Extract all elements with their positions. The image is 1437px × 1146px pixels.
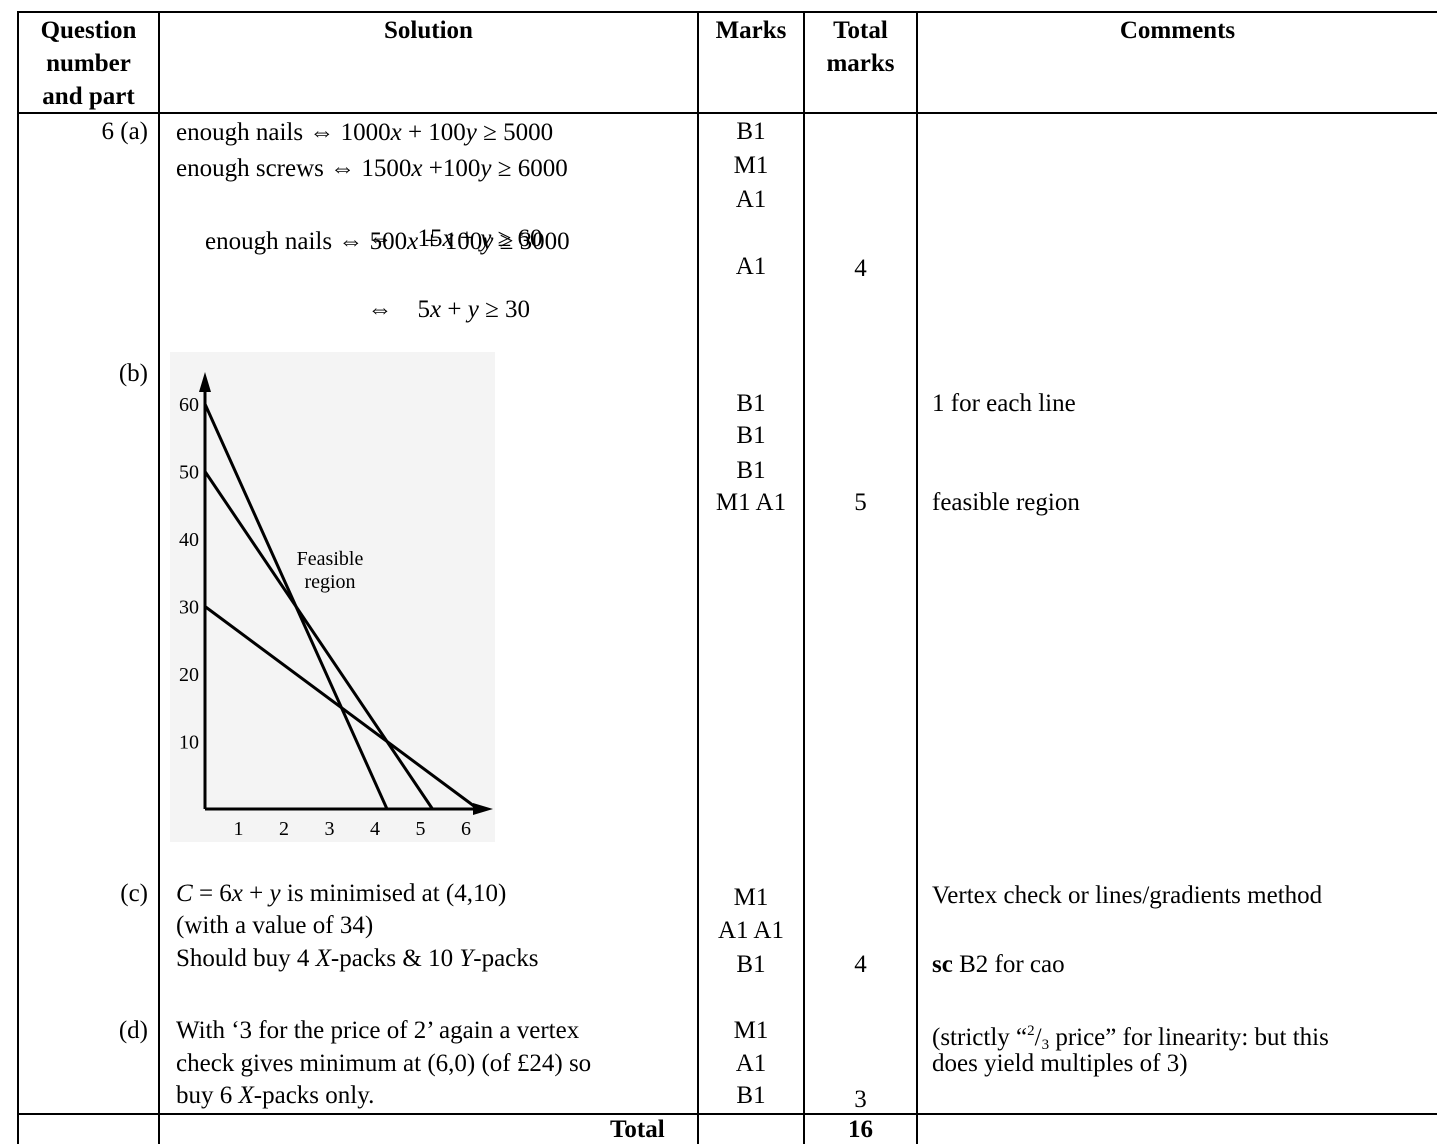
part-6b-label: (b)	[118, 360, 148, 387]
marks-6c-1: M1	[733, 884, 769, 911]
x-tick-label-5: 5	[416, 818, 426, 840]
x-tick-label-3: 3	[325, 818, 335, 840]
header-solution: Solution	[384, 17, 473, 44]
header-total-line2: marks	[826, 50, 895, 77]
solution-6d-line1: With ‘3 for the price of 2’ again a vert…	[176, 1017, 580, 1044]
marks-6d-3: B1	[736, 1082, 766, 1109]
solution-6a-line4: enough nails ⇔ 500x + 100y ≥ 3000	[205, 228, 570, 255]
header-question-line1: Question	[40, 17, 137, 44]
marks-6b-2: B1	[736, 422, 766, 449]
y-tick-label-30: 30	[179, 597, 199, 619]
marks-6b-4: M1 A1	[715, 489, 787, 516]
comment-6b-2: feasible region	[932, 489, 1080, 516]
part-6d-label: (d)	[118, 1017, 148, 1044]
total-6d: 3	[854, 1086, 867, 1113]
marks-6d-1: M1	[733, 1017, 769, 1044]
marks-6d-2: A1	[735, 1050, 767, 1077]
comment-6d-2: does yield multiples of 3)	[932, 1050, 1188, 1077]
table-top-border	[17, 11, 1437, 13]
constraint-line-3	[204, 605, 479, 811]
total-label: Total	[610, 1116, 665, 1143]
header-total-marks: Total marks	[805, 14, 916, 80]
marks-6a-2: M1	[733, 152, 769, 179]
header-marks: Marks	[715, 17, 787, 44]
y-tick-label-40: 40	[179, 529, 199, 551]
x-tick-label-6: 6	[461, 818, 471, 840]
total-6a: 4	[854, 255, 867, 282]
marks-6c-3: B1	[736, 951, 766, 978]
col-border-left	[17, 11, 19, 1144]
marks-6a-3: A1	[735, 186, 767, 213]
solution-6a-line2: enough screws ⇔ 1500x +100y ≥ 6000	[176, 155, 568, 182]
header-question-line2: number	[46, 50, 131, 77]
comment-6c-1: Vertex check or lines/gradients method	[932, 882, 1323, 909]
total-6b: 5	[854, 489, 867, 516]
solution-6a-line1: enough nails ⇔ 1000x + 100y ≥ 5000	[176, 119, 554, 146]
x-tick-label-1: 1	[234, 818, 244, 840]
comment-6b-1: 1 for each line	[932, 390, 1076, 417]
y-tick-label-60: 60	[179, 394, 199, 416]
constraint-line-2	[203, 470, 434, 810]
solution-6c-line1: C = 6x + y is minimised at (4,10)	[176, 880, 507, 907]
marks-6a-1: B1	[736, 118, 766, 145]
solution-6a-line3: ⇔ 15x + y ≥ 60	[367, 225, 543, 252]
total-row-top-border	[17, 1113, 1437, 1115]
marks-6c-2: A1 A1	[718, 917, 784, 944]
solution-6c-line2: (with a value of 34)	[176, 912, 374, 939]
header-total-line1: Total	[833, 17, 888, 44]
header-question-line3: and part	[42, 83, 135, 110]
header-bottom-border	[17, 112, 1437, 114]
y-tick-label-10: 10	[179, 732, 199, 754]
y-tick-label-20: 20	[179, 664, 199, 686]
marks-6a-4: A1	[735, 253, 767, 280]
marks-6b-3: B1	[736, 457, 766, 484]
header-comments: Comments	[1119, 17, 1236, 44]
graph-background	[170, 352, 495, 842]
total-6c: 4	[854, 951, 867, 978]
col-border-solution	[697, 11, 699, 1144]
feasible-region-label-line2: region	[304, 571, 355, 593]
header-question: Question number and part	[19, 14, 158, 113]
total-value: 16	[848, 1116, 873, 1143]
x-tick-label-4: 4	[370, 818, 380, 840]
y-axis-arrow	[199, 372, 211, 392]
feasible-region-label-line1: Feasible	[297, 548, 364, 570]
x-axis-arrow	[473, 803, 493, 815]
x-tick-label-2: 2	[279, 818, 289, 840]
col-border-marks	[803, 11, 805, 1144]
solution-6a-line5: ⇔ 5x + y ≥ 30	[367, 296, 531, 323]
part-6a-label: 6 (a)	[101, 118, 149, 145]
feasible-region-graph: 10 20 30 40 50 60 1 2 3 4 5 6 Feasible region	[179, 372, 493, 840]
solution-6c-line3: Should buy 4 X-packs & 10 Y-packs	[176, 945, 539, 972]
solution-6d-line2: check gives minimum at (6,0) (of £24) so	[176, 1050, 592, 1077]
comment-6d-1: (strictly “2/3 price” for linearity: but…	[932, 1023, 1329, 1053]
marks-6b-1: B1	[736, 390, 766, 417]
col-border-question	[158, 11, 160, 1144]
part-6c-label: (c)	[120, 880, 148, 907]
solution-6d-line3: buy 6 X-packs only.	[176, 1082, 375, 1109]
col-border-total	[916, 11, 918, 1144]
comment-6c-2: sc B2 for cao	[932, 951, 1065, 978]
y-tick-label-50: 50	[179, 462, 199, 484]
